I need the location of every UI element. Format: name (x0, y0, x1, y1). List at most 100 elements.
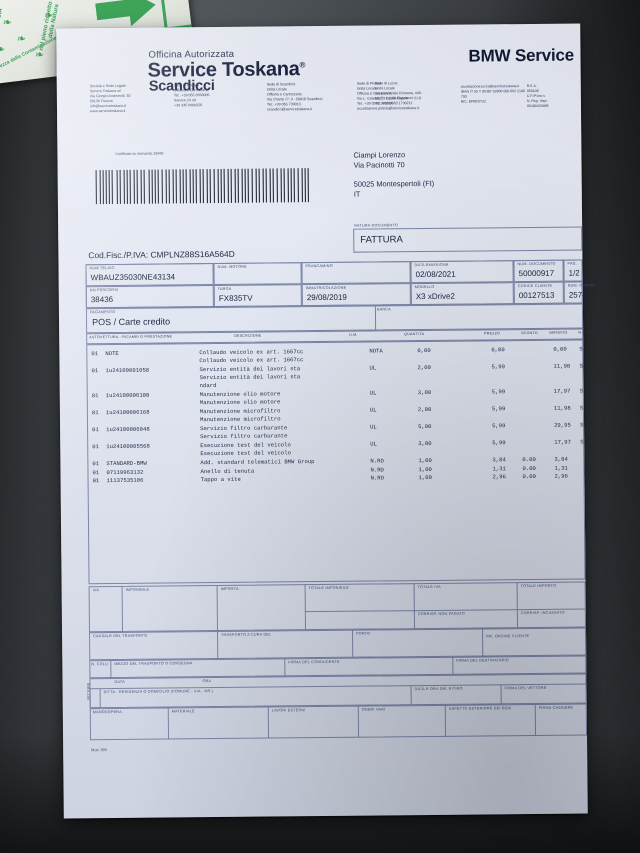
barcode-bar (165, 169, 166, 204)
item-quantity: 2,00 (417, 363, 431, 372)
item-price: 5,99 (492, 439, 506, 447)
barcode-bar (195, 169, 197, 204)
barcode-bar (179, 169, 180, 204)
field-label: CODICE CLIENTE (517, 283, 553, 289)
item-vat: S (580, 438, 584, 446)
field-value: X3 xDrive2 (415, 291, 455, 302)
barcode-gap (118, 170, 119, 204)
barcode-bar (161, 169, 163, 204)
leaf-icon: ❧ (2, 16, 13, 30)
barcode-bar (192, 169, 194, 204)
barcode-bar (182, 169, 184, 204)
registered-mark: ® (299, 60, 306, 70)
barcode-gap (232, 169, 233, 203)
item-position: 01 (91, 392, 99, 400)
item-description: Tappo a vite (200, 475, 241, 484)
barcode-gap (289, 168, 290, 202)
item-price: 5,99 (491, 405, 506, 413)
item-description: Add. standard telematici BMW Group (200, 458, 315, 467)
item-quantity: 1,00 (418, 456, 432, 465)
item-code: 11137535106 (106, 476, 144, 485)
column-header: U.M. (349, 332, 358, 337)
barcode-bar (144, 169, 146, 204)
barcode-gap (292, 168, 293, 202)
item-quantity: 5,00 (418, 422, 432, 431)
item-price: 2,96 (492, 473, 507, 481)
field-label: DATA EMISSIONE (414, 262, 449, 268)
item-quantity: 0,00 (417, 346, 431, 355)
item-description-3: ndard (199, 382, 217, 390)
barcode (95, 168, 311, 205)
barcode-bar (259, 168, 260, 203)
barcode-gap (309, 168, 310, 202)
tax-code-row: Cod.Fisc./P.IVA: CMPLNZ88S16A564D (88, 249, 234, 260)
barcode-bar (108, 170, 110, 205)
barcode-bar (202, 169, 204, 204)
item-description-2: Manutenzione microfiltro (199, 415, 281, 424)
item-price: 5,99 (492, 422, 506, 430)
invoice-document: Officina Autorizzata Service Toskana® Sc… (56, 23, 595, 819)
totals-label-imposta: IMPOSTA (220, 586, 239, 591)
bmw-service-logo: BMW Service (468, 45, 575, 66)
field-label: TARGA (217, 286, 232, 291)
transport-label-cura: TRASPORTO A CURA DEL (221, 632, 272, 637)
transport-label-causale: CAUSALE DEL TRASPORTO (93, 633, 148, 639)
barcode-bar (217, 168, 218, 203)
barcode-gap (198, 169, 199, 203)
field-value: 50000917 (518, 268, 555, 279)
field-label: IMMATRICOLAZIONE (305, 285, 347, 291)
item-code: 1u24100005568 (106, 442, 150, 451)
barcode-gap (261, 169, 262, 203)
item-code: 1u24100001058 (105, 366, 150, 375)
barcode-bar (199, 169, 201, 204)
barcode-bar (130, 169, 131, 204)
totals-label-totale-importo: TOTALE IMPORTO (520, 583, 557, 589)
totals-label-totale-iva: TOTALE IVA (417, 584, 441, 590)
barcode-bar (172, 169, 174, 204)
footer-label-materiale: MATERIALE (171, 709, 195, 714)
barcode-bar (213, 169, 215, 204)
item-quantity: 3,00 (418, 439, 432, 448)
barcode-bar (123, 169, 125, 204)
barcode-gap (178, 169, 179, 203)
item-amount: 17,97 (554, 438, 572, 446)
item-amount: 1,31 (554, 464, 568, 472)
tax-code-label: Cod.Fisc./P.IVA: (88, 249, 149, 261)
barcode-bar (252, 168, 253, 203)
item-code: STANDARD-BMW (106, 459, 147, 468)
item-position: 01 (91, 409, 99, 417)
barcode-gap (211, 169, 212, 203)
transport-label-rif-ordine: RIF. ORDINE CLIENTE (486, 634, 530, 639)
item-amount: 17,97 (553, 387, 571, 395)
item-description-2: Servizio entità dei lavori sta (199, 373, 301, 382)
item-position: 01 (91, 350, 99, 358)
column-header: SCONTO (521, 330, 538, 336)
address-block-scandicci: Sede di Scandicci Unità Locale Officina … (266, 82, 323, 112)
barcode-bar (280, 168, 282, 203)
barcode-bar (112, 169, 114, 205)
item-quantity: 2,00 (417, 405, 432, 414)
barcode-bar (175, 169, 177, 204)
barcode-gap (132, 170, 133, 204)
item-quantity: 1,00 (418, 474, 433, 482)
wrapper-text-sicurezza: Sicurezza dalla Contaminazione (0, 35, 58, 76)
field-label: NUM.TELAIO (89, 265, 115, 271)
item-price: 5,99 (491, 363, 505, 371)
item-amount: 2,96 (554, 472, 569, 480)
barcode-bar (241, 168, 243, 203)
barcode-bar (148, 169, 149, 204)
barcode-bar (105, 170, 106, 205)
item-unit: N.RO (370, 457, 384, 465)
barcode-bar (220, 168, 221, 203)
barcode-bar (262, 168, 263, 203)
barcode-bar (269, 168, 271, 203)
barcode-bar (247, 168, 250, 203)
item-unit: UL (369, 389, 377, 397)
barcode-bar (99, 170, 100, 205)
item-position: 01 (92, 468, 100, 476)
barcode-gap (191, 169, 192, 203)
barcode-gap (101, 170, 102, 204)
barcode-gap (267, 169, 268, 203)
barcode-gap (243, 169, 244, 203)
certificate-note-line (101, 149, 241, 150)
